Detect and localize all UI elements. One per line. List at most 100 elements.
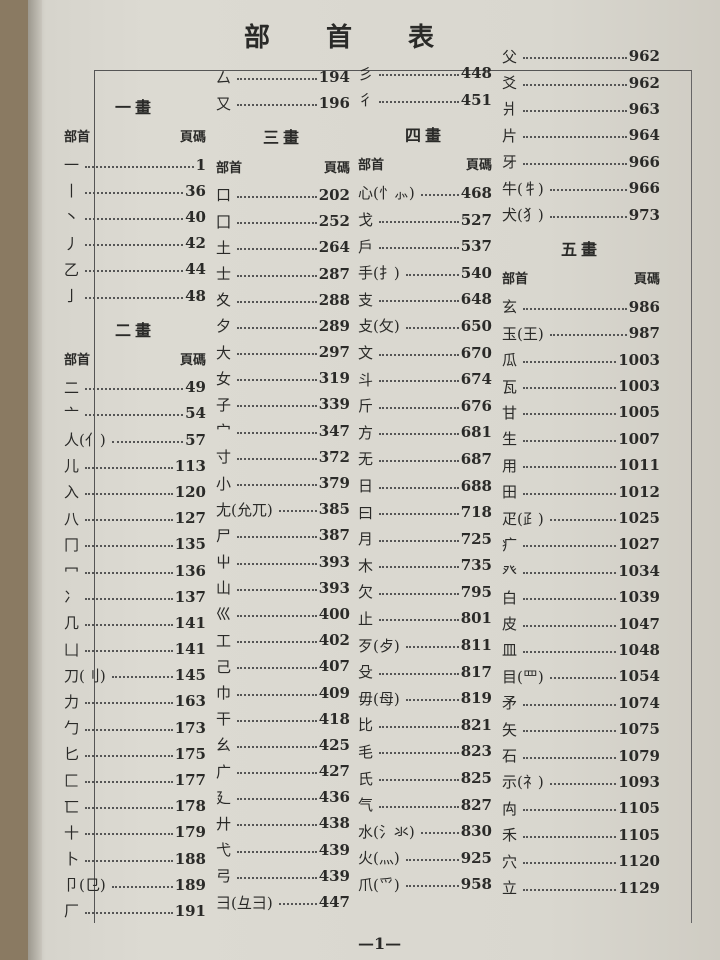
dot-leader — [237, 405, 317, 408]
page-number-ref: 385 — [318, 500, 350, 519]
dot-leader — [379, 380, 459, 383]
radical: 气 — [358, 796, 374, 815]
dot-leader — [237, 222, 317, 225]
page-number-ref: 801 — [460, 609, 492, 628]
radical: 爻 — [502, 74, 518, 93]
page-number-ref: 175 — [174, 744, 206, 763]
dot-leader — [549, 334, 627, 337]
dot-leader — [85, 911, 173, 914]
radical: 匸 — [64, 797, 80, 816]
page-number-ref: 823 — [460, 742, 492, 761]
page-number-ref: 825 — [460, 769, 492, 788]
radical: 尸 — [216, 526, 232, 545]
radical-entry: 牙 966 — [502, 149, 660, 175]
radical-entry: 丿 42 — [64, 230, 206, 256]
dot-leader — [237, 693, 317, 696]
radical: 瓜 — [502, 351, 518, 370]
dot-leader — [85, 466, 173, 469]
page-header: 頁碼 — [633, 272, 660, 288]
radical-entry: 木 735 — [358, 552, 492, 579]
radical-entry: 歹(歺) 811 — [358, 632, 492, 659]
page-number-ref: 973 — [628, 205, 660, 224]
page-number-ref: 402 — [318, 631, 350, 650]
radical-entry: 儿 113 — [64, 453, 206, 479]
dot-leader — [379, 220, 459, 223]
page-number-ref: 540 — [460, 263, 492, 282]
radical: 矛 — [502, 694, 518, 713]
dot-leader — [85, 650, 173, 653]
page-number-ref: 393 — [318, 578, 350, 597]
radical-entry: 卩(㔾) 189 — [64, 872, 206, 898]
dot-leader — [85, 754, 173, 757]
page-number-ref: 648 — [460, 290, 492, 309]
dot-leader — [278, 510, 317, 513]
dot-leader — [85, 702, 173, 705]
dot-leader — [85, 781, 173, 783]
index-column-4: 父 962 爻 962 爿 963 片 964 牙 966 牛(牜) 966 犬(犭) 973 五畫 部首 頁碼… — [502, 43, 660, 901]
radical-entry: 卜 188 — [64, 845, 206, 871]
radical-entry: 支 648 — [358, 286, 492, 313]
page-number-ref: 425 — [318, 735, 350, 754]
radical: 歹(歺) — [358, 636, 400, 655]
radical-entry: 生 1007 — [502, 426, 660, 452]
page-number-ref: 674 — [460, 370, 492, 389]
dot-leader — [85, 807, 173, 810]
page-number-ref: 963 — [628, 99, 660, 118]
radical: 片 — [502, 126, 518, 145]
page-number-ref: 44 — [185, 260, 206, 279]
dot-leader — [379, 247, 459, 250]
page-number-ref: 49 — [185, 378, 206, 397]
dot-leader — [85, 414, 184, 417]
radical: 文 — [358, 344, 374, 363]
radical-entry: 攴(攵) 650 — [358, 313, 492, 340]
dot-leader — [85, 545, 173, 548]
dot-leader — [237, 641, 317, 644]
radical-entry: 厂 191 — [64, 898, 206, 924]
dot-leader — [379, 486, 459, 489]
page-number-ref: 347 — [318, 421, 350, 440]
radical: 士 — [216, 265, 232, 284]
page-number-ref: 1093 — [618, 772, 660, 791]
radical: 勹 — [64, 719, 80, 738]
dot-leader — [237, 353, 317, 356]
page-number-ref: 178 — [174, 797, 206, 816]
radical: 牙 — [502, 153, 518, 172]
radical: 止 — [358, 609, 374, 628]
radical-entry: 心(忄⺗) 468 — [358, 180, 492, 207]
dot-leader — [111, 440, 184, 443]
radical: 夕 — [216, 317, 232, 336]
radical: 彐(彑⺕) — [216, 893, 273, 912]
radical-entry: 厶 194 — [216, 64, 350, 90]
radical: 白 — [502, 588, 518, 607]
page-number-ref: 252 — [318, 212, 350, 231]
page-number-ref: 400 — [318, 604, 350, 623]
radical-entry: 入 120 — [64, 479, 206, 505]
radical: 力 — [64, 692, 80, 711]
dot-leader — [85, 217, 184, 220]
page-number-ref: 827 — [460, 795, 492, 814]
dot-leader — [523, 571, 617, 574]
radical-entry: 气 827 — [358, 791, 492, 818]
radical-entry: 尸 387 — [216, 522, 350, 548]
dot-leader — [85, 623, 173, 626]
page-number-ref: 819 — [460, 689, 492, 708]
radical: 甘 — [502, 403, 518, 422]
radical-entry: 干 418 — [216, 706, 350, 732]
dot-leader — [85, 571, 173, 574]
radical-entry: 人(亻) 57 — [64, 426, 206, 452]
radical: 大 — [216, 343, 232, 362]
page-header: 頁碼 — [465, 158, 492, 174]
page-number-ref: 925 — [460, 848, 492, 867]
page-number-ref: 436 — [318, 788, 350, 807]
radical-entry: 瓦 1003 — [502, 373, 660, 399]
radical-entry: 己 407 — [216, 653, 350, 679]
index-column-3: 彡 448 彳 451 四畫 部首 頁碼 心(忄⺗) 468 戈 527 戶 537 手(扌) 540 支 64… — [358, 60, 492, 898]
dot-leader — [85, 492, 173, 495]
radical: 欠 — [358, 583, 374, 602]
dot-leader — [237, 536, 317, 539]
radical: 牛(牜) — [502, 179, 544, 198]
dot-leader — [85, 296, 184, 299]
radical-entry: 方 681 — [358, 419, 492, 446]
radical: 禾 — [502, 826, 518, 845]
